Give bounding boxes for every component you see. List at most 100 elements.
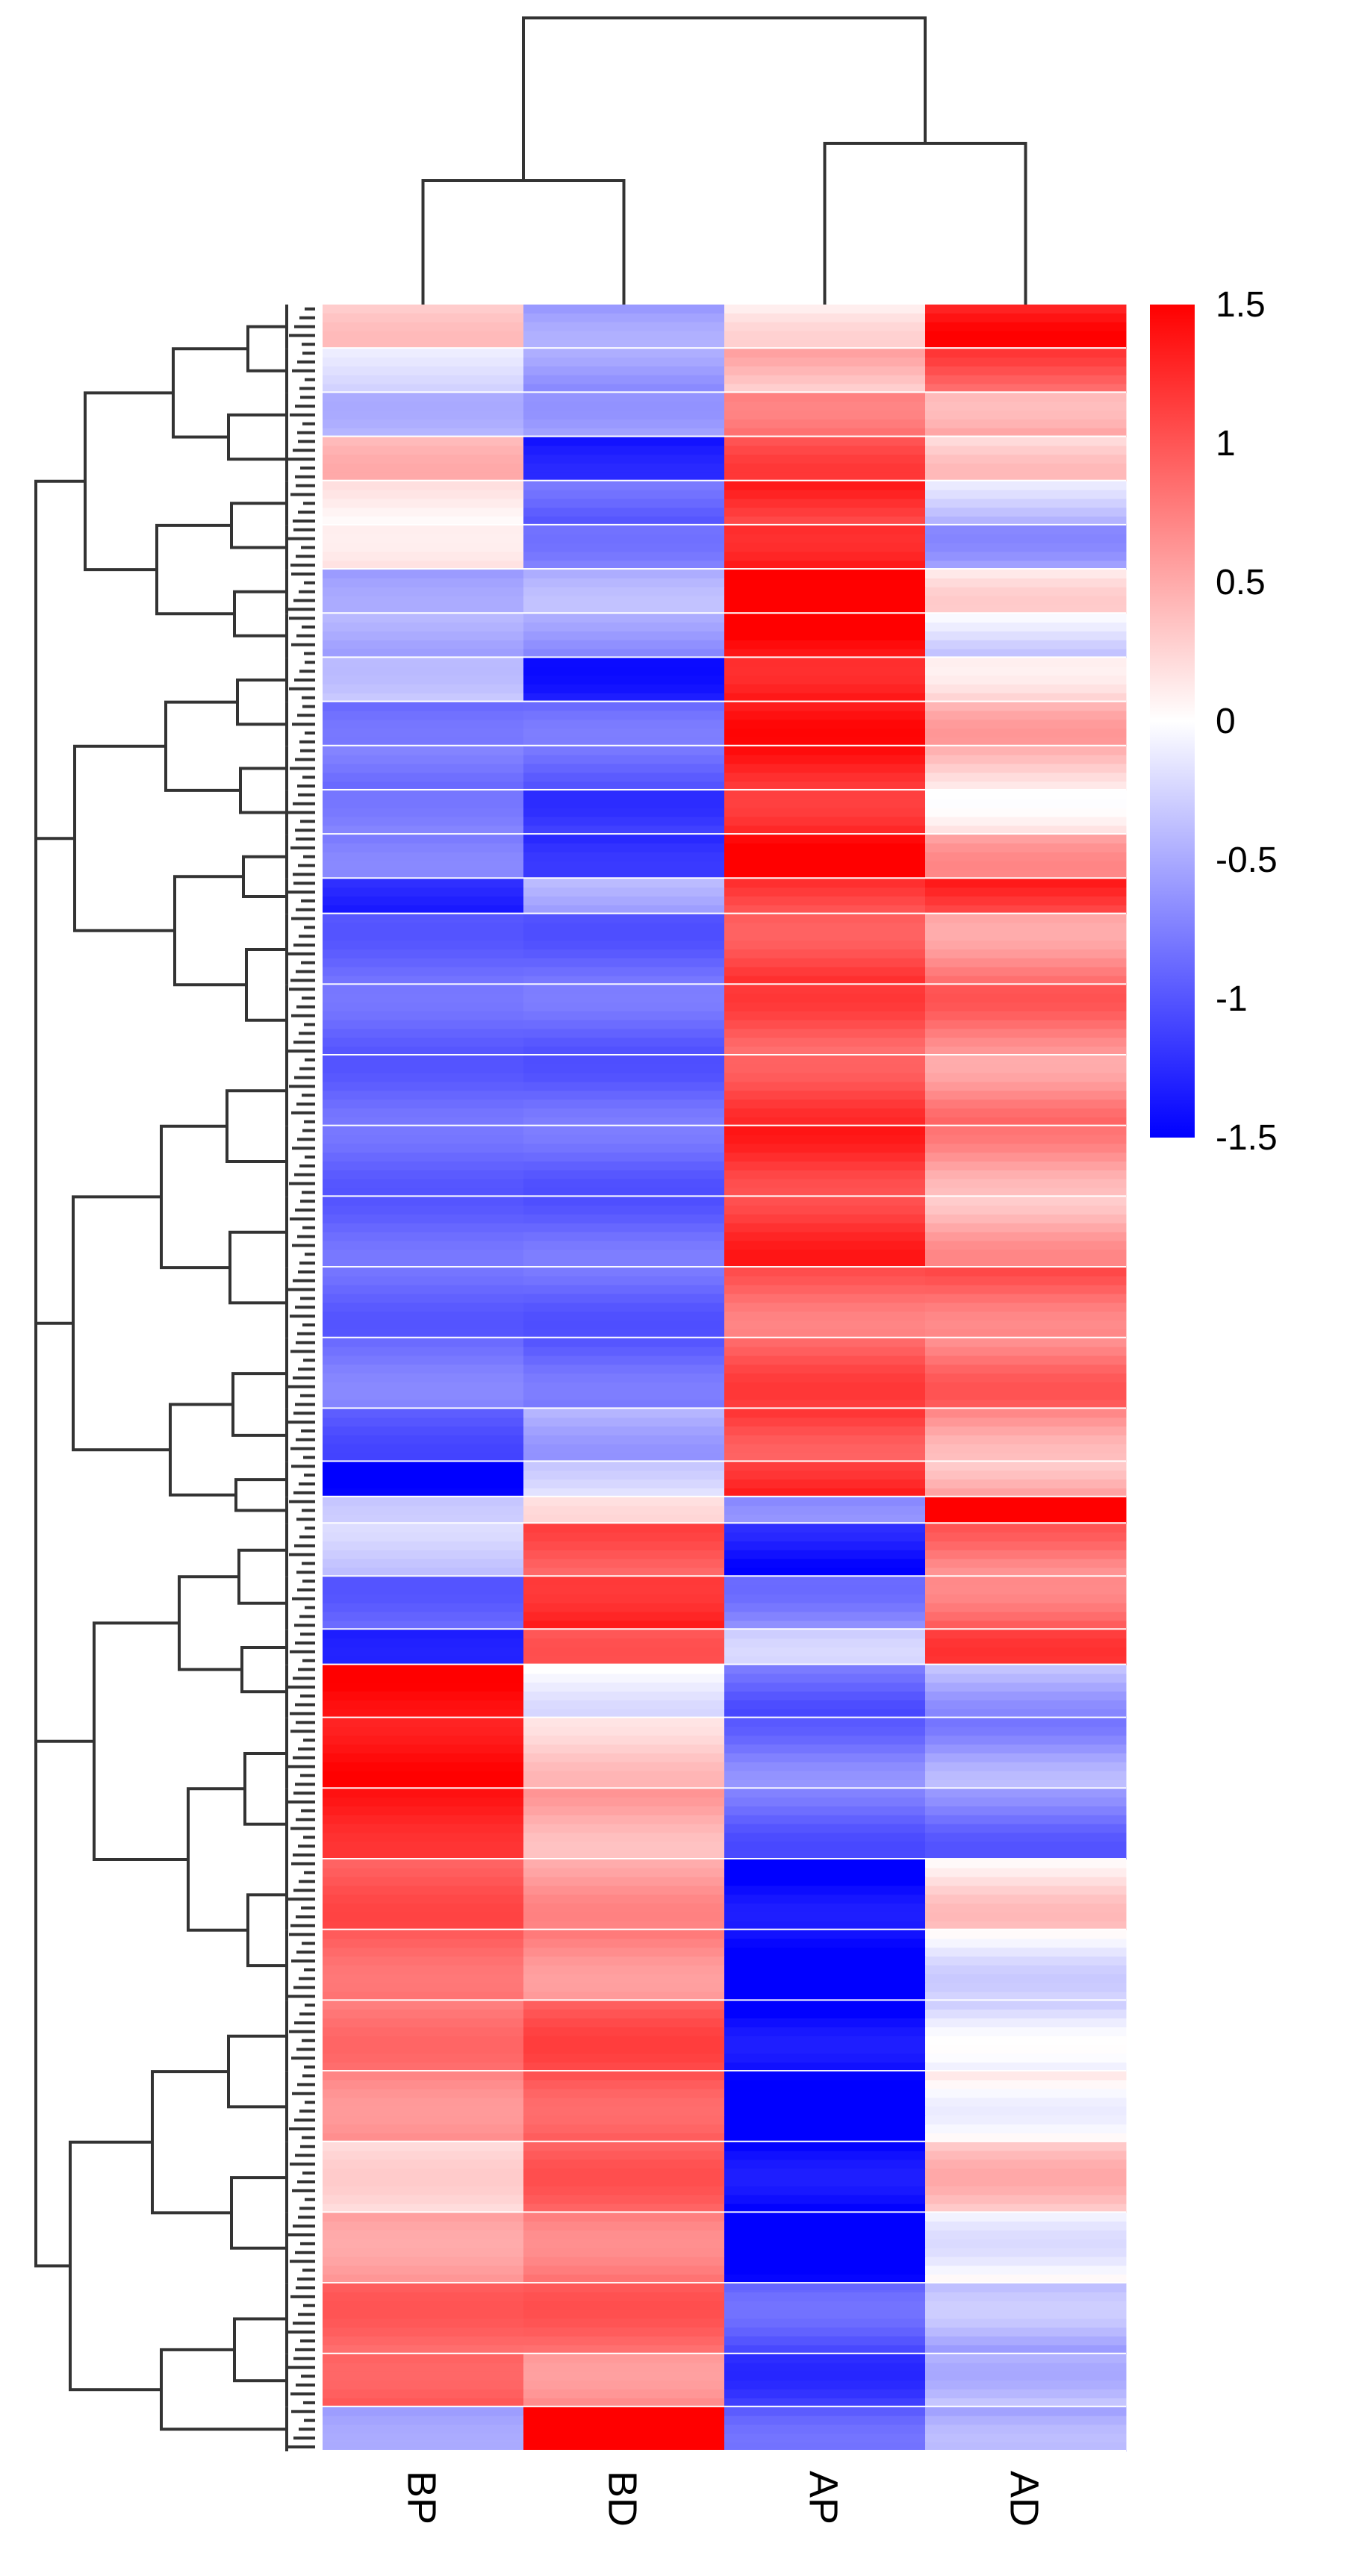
heatmap-cell (724, 2080, 926, 2090)
heatmap-cell (523, 570, 725, 579)
heatmap-cell (323, 464, 524, 473)
row-dendrogram-branch (173, 875, 246, 987)
heatmap-cell (523, 2018, 725, 2028)
heatmap-cell (724, 1029, 926, 1038)
heatmap-cell (724, 1320, 926, 1330)
heatmap-cell (523, 994, 725, 1003)
row-dendrogram-branch (228, 1230, 287, 1305)
heatmap-cell (724, 499, 926, 508)
row-dendrogram-branch (234, 1478, 287, 1512)
heatmap-cell (724, 2239, 926, 2249)
heatmap-cell (523, 596, 725, 605)
heatmap-cell (925, 623, 1127, 632)
heatmap-cell (724, 1197, 926, 1206)
heatmap-cell (925, 2221, 1127, 2231)
heatmap-cell (323, 2301, 524, 2311)
heatmap-cell (523, 1859, 725, 1869)
heatmap-cell (323, 1771, 524, 1781)
heatmap-cell (523, 1064, 725, 1074)
heatmap-cell (323, 1241, 524, 1250)
color-scale-tick-label: 0 (1216, 702, 1236, 741)
heatmap-cell (323, 1727, 524, 1736)
heatmap-cell (925, 366, 1127, 376)
heatmap-cell (925, 790, 1127, 800)
heatmap-cell (925, 2292, 1127, 2302)
heatmap-cell (323, 2221, 524, 2231)
row-dendrogram-branch (227, 413, 287, 461)
heatmap-cell (724, 578, 926, 588)
heatmap-cell (523, 808, 725, 817)
heatmap-cell (323, 2045, 524, 2054)
row-separator (323, 1407, 1126, 1410)
heatmap-cell (323, 313, 524, 323)
color-scale-bar (1150, 305, 1195, 1138)
heatmap-cell (323, 843, 524, 853)
heatmap-cell (724, 870, 926, 879)
heatmap-cell (323, 578, 524, 588)
heatmap-cell (523, 640, 725, 650)
color-scale-ticks: 1.5 1 0.5 0 -0.5 -1 -1.5 (1216, 285, 1278, 1158)
heatmap-cell (523, 1912, 725, 1922)
heatmap-cell (925, 2371, 1127, 2381)
heatmap-cell (323, 764, 524, 773)
heatmap-cell (523, 1409, 725, 1418)
heatmap-cell (523, 649, 725, 658)
heatmap-cell (724, 852, 926, 862)
heatmap-cell (523, 623, 725, 632)
heatmap-cell (323, 2407, 524, 2417)
heatmap-cell (925, 1047, 1127, 1056)
heatmap-cell (323, 1426, 524, 1436)
heatmap-cell (323, 1735, 524, 1745)
heatmap-cell (724, 1912, 926, 1922)
heatmap-cell (925, 905, 1127, 915)
row-separator (323, 700, 1126, 703)
heatmap-cell (724, 1850, 926, 1860)
heatmap-cell (925, 1762, 1127, 1772)
heatmap-cell (323, 1303, 524, 1312)
heatmap-cell (925, 2345, 1127, 2355)
heatmap-cell (323, 649, 524, 658)
heatmap-cell (523, 605, 725, 614)
heatmap-cell (724, 1877, 926, 1887)
heatmap-cell (925, 1444, 1127, 1454)
heatmap-cell (925, 1126, 1127, 1136)
heatmap-cell (523, 2371, 725, 2381)
row-separator (323, 1716, 1126, 1719)
heatmap-cell (323, 2398, 524, 2408)
heatmap-cell (925, 2168, 1127, 2178)
heatmap-cell (925, 2159, 1127, 2169)
heatmap-cell (523, 1850, 725, 1860)
row-separator (323, 347, 1126, 350)
heatmap-cell (523, 2380, 725, 2390)
heatmap-cell (724, 570, 926, 579)
heatmap-cell (523, 1965, 725, 1975)
heatmap-cell (323, 552, 524, 561)
heatmap-cell (925, 1108, 1127, 1118)
heatmap-cell (724, 1682, 926, 1692)
heatmap-cell (323, 914, 524, 923)
color-scale-tick-label: -1.5 (1216, 1118, 1278, 1158)
heatmap-cell (523, 1161, 725, 1171)
heatmap-cell (724, 658, 926, 667)
heatmap-cell (323, 2098, 524, 2107)
heatmap-cell (523, 2159, 725, 2169)
heatmap-cell (523, 1426, 725, 1436)
heatmap-cell (323, 2274, 524, 2284)
color-scale-tick-label: -0.5 (1216, 841, 1278, 880)
heatmap-cell (323, 1894, 524, 1904)
heatmap-cell (323, 1347, 524, 1356)
heatmap-cell (523, 1011, 725, 1021)
heatmap-cell (724, 543, 926, 552)
heatmap-cell (724, 1665, 926, 1674)
heatmap-cell (724, 1815, 926, 1825)
heatmap-cell (925, 464, 1127, 473)
heatmap-cell (925, 2009, 1127, 2019)
heatmap-cell (523, 755, 725, 764)
heatmap-cell (925, 764, 1127, 773)
heatmap-cell (925, 1365, 1127, 1374)
heatmap-cell (323, 490, 524, 499)
heatmap-cell (724, 1903, 926, 1913)
heatmap-cell (925, 1232, 1127, 1242)
heatmap-cell (925, 994, 1127, 1003)
heatmap-cell (925, 2407, 1127, 2417)
